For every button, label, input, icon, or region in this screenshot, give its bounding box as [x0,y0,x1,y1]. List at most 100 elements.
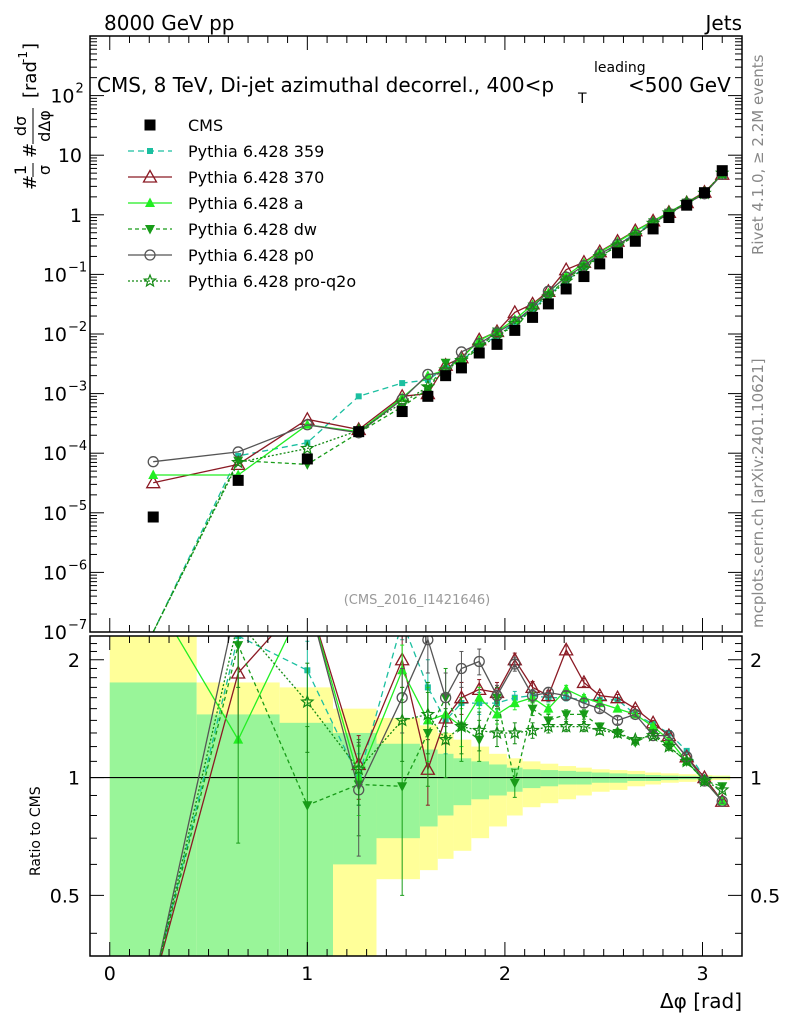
data-point [353,426,365,438]
legend-label: Pythia 6.428 pro-q2o [188,272,356,291]
data-point [439,692,452,704]
legend-entry: CMS [144,116,223,135]
y-tick-label-exp: −6 [68,558,87,573]
chart-title-sub: T [577,91,587,107]
stat-band-bin [489,764,507,796]
data-point [612,703,623,713]
data-point [526,689,539,702]
legend-entry: Pythia 6.428 dw [128,220,317,239]
ylabel-frac-num: 1 [11,165,30,175]
data-point [455,362,467,374]
legend-entry: Pythia 6.428 370 [128,168,324,187]
stat-band-bin [279,722,334,956]
data-point [351,761,366,776]
series-line [152,172,723,632]
data-point [609,689,626,704]
data-point [455,662,468,675]
data-point [394,395,410,410]
data-point [540,687,556,702]
ratio-pythia-6-428-p0 [159,636,728,956]
side-rivet-label: Rivet 4.1.0, ≥ 2.2M events [749,54,767,255]
data-point [629,235,641,247]
data-point [578,260,590,272]
data-point [145,197,155,207]
data-point [422,636,434,646]
ratio-tick-label: 1 [68,768,80,790]
legend-label: Pythia 6.428 a [188,194,304,213]
ylabel-hash2: # [20,143,41,158]
x-tick-label: 0 [104,963,116,985]
legend-label: Pythia 6.428 359 [188,142,324,161]
analysis-id: (CMS_2016_I1421646) [344,593,491,608]
data-point [645,727,661,742]
ylabel-dsig: dσ [11,116,30,136]
ratio-plot-panel [89,635,743,957]
stat-band-bin [540,770,559,787]
data-point [301,419,313,431]
data-point [144,249,156,261]
data-point [679,753,694,768]
stat-band-bin [376,743,420,839]
data-point [628,731,643,746]
y-tick-label-base: 10 [43,562,67,584]
y-tick-label-exp: −5 [68,499,87,514]
series-pythia-6-428-370 [145,166,730,489]
y-tick-label-exp: −2 [68,320,87,335]
ratio-bands [109,636,731,956]
data-point [509,324,521,336]
top-series-group [145,165,730,632]
ratio-tick-label: 2 [68,650,80,672]
ratio-frame [89,635,743,957]
stat-band-bin [109,682,197,956]
header-right: Jets [704,11,742,35]
data-point [147,148,153,154]
data-point [355,393,362,400]
x-tick-label: 1 [301,963,313,985]
series-cms [147,165,728,523]
legend-entry: Pythia 6.428 359 [128,142,324,161]
data-point [681,199,693,211]
data-point [561,275,572,285]
series-pythia-6-428-a [148,168,728,480]
legend-entry: Pythia 6.428 a [128,194,304,213]
data-point [473,655,485,668]
data-point [541,718,556,733]
data-point [230,456,246,471]
y-tick-label: 10 [58,145,82,167]
data-point [491,689,503,702]
data-point [147,456,159,468]
data-point [474,692,485,702]
ratio-tick-label-right: 1 [750,768,762,790]
data-point [509,778,520,789]
series-pythia-6-428-p0 [147,168,728,468]
data-point [647,223,659,235]
y-tick-label-base: 10 [43,622,67,644]
ylabel-unit: [rad [20,61,41,98]
legend-entry: Pythia 6.428 p0 [128,246,314,265]
data-point [509,658,521,670]
chart-title-sup: leading [594,60,646,76]
data-point [399,380,406,387]
data-point [560,689,572,702]
data-point [394,712,410,727]
stat-band-bin [453,758,472,806]
data-point [561,710,572,720]
stat-band-bin [471,761,490,800]
data-point [300,694,315,709]
legend-label: Pythia 6.428 p0 [188,246,314,265]
x-tick-label: 2 [499,963,511,985]
data-point [611,714,624,727]
data-point [665,729,672,736]
data-point [542,285,555,297]
ylabel-unit-close: ] [20,43,41,50]
data-point [527,704,538,715]
side-site-label: mcplots.cern.ch [arXiv:2401.10621] [749,358,767,628]
ratio-tick-label-right: 0.5 [750,885,780,907]
data-point [558,718,574,733]
legend: CMS Pythia 6.428 359 Pythia 6.428 370 Pythi… [128,116,356,291]
ratio-series-group [159,636,730,956]
data-point [300,440,315,455]
data-point [716,795,728,807]
